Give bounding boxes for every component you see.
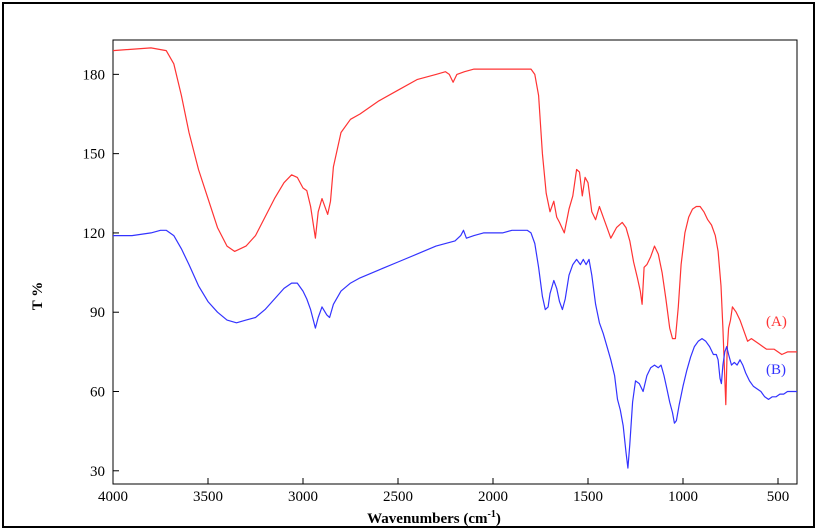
x-tick-label: 2000 — [478, 489, 508, 505]
x-axis: 4000 3500 3000 2500 2000 1500 1000 500 — [98, 478, 789, 505]
y-tick-label: 180 — [83, 67, 106, 83]
y-axis: 30 60 90 120 150 180 — [83, 67, 119, 480]
x-tick-label: 3000 — [288, 489, 318, 505]
series-b-label: (B) — [766, 362, 786, 378]
series-a-label: (A) — [766, 314, 787, 330]
y-axis-label: T % — [30, 282, 46, 310]
series-layer — [112, 47, 797, 469]
y-tick-label: 150 — [83, 147, 106, 163]
x-tick-label: 2500 — [383, 489, 413, 505]
x-tick-label: 1500 — [573, 489, 603, 505]
series-line-a — [112, 47, 797, 406]
series-line-b — [113, 229, 797, 469]
x-tick-label: 1000 — [668, 489, 698, 505]
y-tick-label: 60 — [90, 385, 105, 401]
x-axis-label: Wavenumbers (cm-1) — [367, 509, 501, 527]
plot-area — [112, 39, 798, 485]
x-tick-label: 4000 — [98, 489, 128, 505]
y-tick-label: 120 — [83, 226, 106, 242]
y-tick-label: 90 — [90, 305, 105, 321]
x-tick-label: 3500 — [193, 489, 223, 505]
y-tick-label: 30 — [90, 464, 105, 480]
x-tick-label: 500 — [767, 489, 790, 505]
